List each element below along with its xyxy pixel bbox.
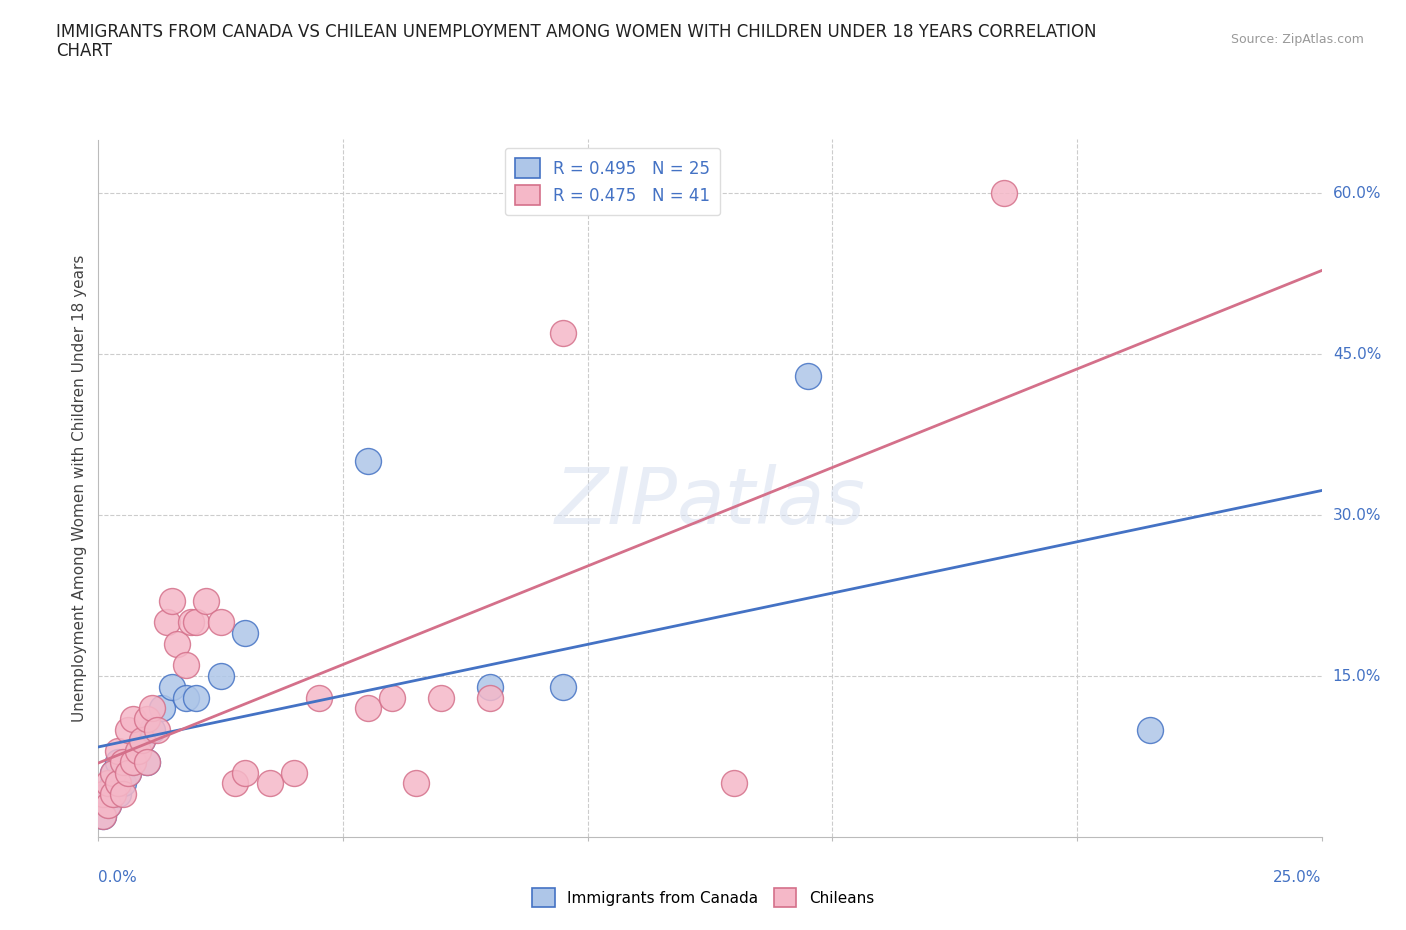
- Point: [136, 711, 159, 726]
- Text: 30.0%: 30.0%: [1333, 508, 1381, 523]
- Point: [97, 797, 120, 812]
- Point: [478, 690, 501, 705]
- Text: CHART: CHART: [56, 42, 112, 60]
- Point: [283, 765, 305, 780]
- Point: [176, 658, 198, 672]
- Point: [107, 744, 129, 759]
- Text: 15.0%: 15.0%: [1333, 669, 1381, 684]
- Point: [97, 776, 120, 790]
- Point: [224, 776, 246, 790]
- Point: [101, 776, 124, 790]
- Text: ZIPatlas: ZIPatlas: [554, 464, 866, 540]
- Point: [797, 368, 820, 383]
- Point: [195, 593, 218, 608]
- Legend: Immigrants from Canada, Chileans: Immigrants from Canada, Chileans: [526, 883, 880, 913]
- Point: [430, 690, 453, 705]
- Text: 0.0%: 0.0%: [98, 870, 138, 884]
- Point: [127, 744, 149, 759]
- Point: [478, 679, 501, 694]
- Point: [117, 723, 139, 737]
- Point: [180, 615, 202, 630]
- Point: [121, 711, 143, 726]
- Text: 25.0%: 25.0%: [1274, 870, 1322, 884]
- Point: [101, 787, 124, 802]
- Point: [146, 723, 169, 737]
- Point: [150, 701, 173, 716]
- Point: [131, 733, 153, 748]
- Point: [121, 754, 143, 769]
- Point: [111, 754, 134, 769]
- Point: [405, 776, 427, 790]
- Point: [136, 754, 159, 769]
- Point: [101, 765, 124, 780]
- Point: [259, 776, 281, 790]
- Point: [723, 776, 745, 790]
- Point: [186, 615, 208, 630]
- Text: IMMIGRANTS FROM CANADA VS CHILEAN UNEMPLOYMENT AMONG WOMEN WITH CHILDREN UNDER 1: IMMIGRANTS FROM CANADA VS CHILEAN UNEMPL…: [56, 23, 1097, 41]
- Point: [117, 765, 139, 780]
- Point: [107, 787, 129, 802]
- Point: [381, 690, 404, 705]
- Point: [993, 186, 1015, 201]
- Y-axis label: Unemployment Among Women with Children Under 18 years: Unemployment Among Women with Children U…: [72, 255, 87, 722]
- Point: [111, 776, 134, 790]
- Point: [131, 733, 153, 748]
- Point: [233, 765, 256, 780]
- Point: [160, 679, 183, 694]
- Point: [107, 754, 129, 769]
- Point: [156, 615, 179, 630]
- Point: [166, 636, 188, 651]
- Point: [117, 765, 139, 780]
- Point: [233, 626, 256, 641]
- Point: [136, 754, 159, 769]
- Point: [553, 326, 575, 340]
- Point: [91, 808, 114, 823]
- Point: [186, 690, 208, 705]
- Text: Source: ZipAtlas.com: Source: ZipAtlas.com: [1230, 33, 1364, 46]
- Point: [97, 787, 120, 802]
- Legend: R = 0.495   N = 25, R = 0.475   N = 41: R = 0.495 N = 25, R = 0.475 N = 41: [505, 148, 720, 215]
- Point: [209, 669, 232, 684]
- Point: [111, 787, 134, 802]
- Point: [160, 593, 183, 608]
- Point: [553, 679, 575, 694]
- Point: [91, 808, 114, 823]
- Point: [141, 701, 163, 716]
- Point: [91, 787, 114, 802]
- Point: [356, 454, 378, 469]
- Point: [121, 754, 143, 769]
- Point: [101, 765, 124, 780]
- Point: [127, 744, 149, 759]
- Point: [176, 690, 198, 705]
- Text: 45.0%: 45.0%: [1333, 347, 1381, 362]
- Point: [97, 797, 120, 812]
- Point: [209, 615, 232, 630]
- Point: [308, 690, 330, 705]
- Point: [1139, 723, 1161, 737]
- Point: [107, 776, 129, 790]
- Point: [141, 723, 163, 737]
- Text: 60.0%: 60.0%: [1333, 186, 1381, 201]
- Point: [356, 701, 378, 716]
